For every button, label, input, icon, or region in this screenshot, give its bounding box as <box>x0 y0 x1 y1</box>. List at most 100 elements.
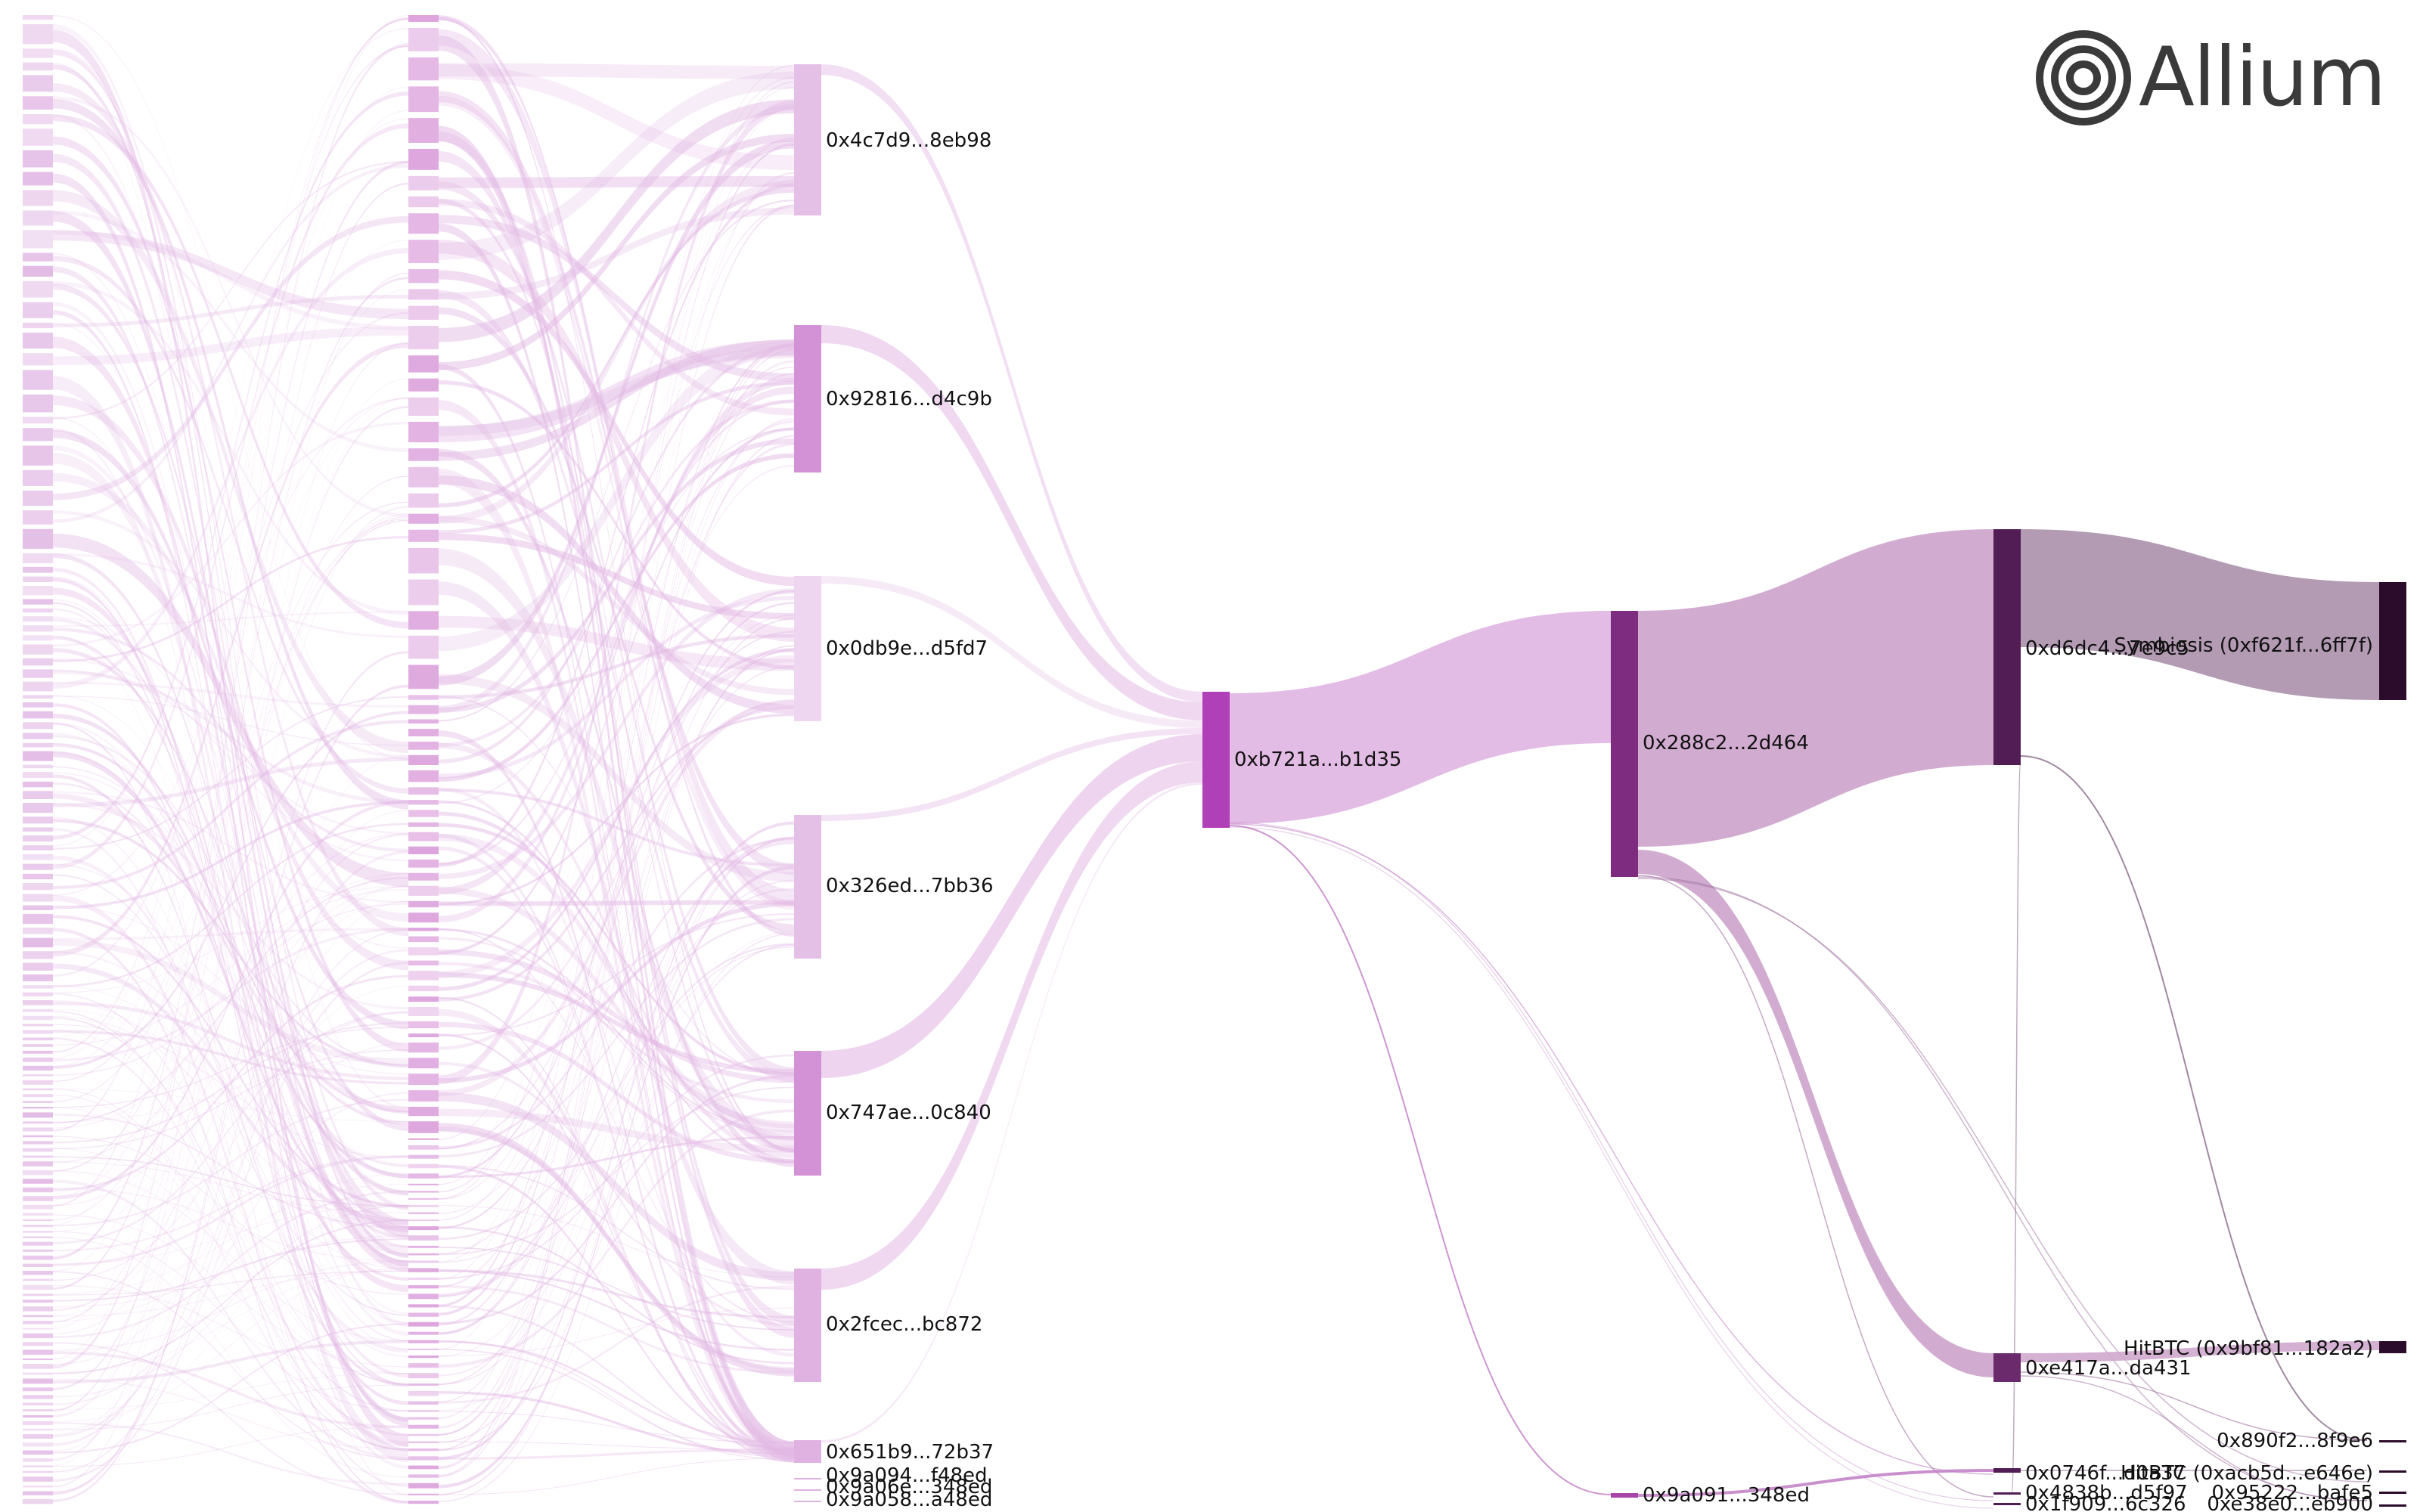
flow-link <box>439 91 794 875</box>
flow-link <box>439 696 794 1078</box>
flow-link <box>439 1458 794 1495</box>
flow-link <box>53 1043 408 1365</box>
source-node <box>408 1154 439 1159</box>
flow-link <box>53 1094 408 1450</box>
flow-link <box>439 665 794 1255</box>
flow-link <box>439 1074 794 1325</box>
source-node <box>23 1294 53 1297</box>
flow-link <box>439 821 794 1461</box>
flow-link <box>439 811 794 1141</box>
source-node <box>23 835 53 842</box>
flow-link <box>53 211 408 1238</box>
source-node <box>23 75 53 92</box>
flow-link <box>53 1342 408 1495</box>
flow-node <box>1611 611 1638 877</box>
flow-link <box>439 150 794 1338</box>
source-node <box>408 1424 439 1429</box>
source-node <box>23 962 53 971</box>
flow-link <box>53 651 408 1502</box>
flow-link <box>53 50 408 1210</box>
flow-link <box>53 277 408 1290</box>
flow-link <box>53 618 408 1179</box>
flow-link <box>53 1156 408 1207</box>
flow-link <box>439 1205 794 1278</box>
node-label: 0x4838b...d5f97 <box>2025 1482 2188 1504</box>
flow-link <box>439 674 794 882</box>
flow-link <box>439 1226 794 1365</box>
flow-link <box>439 339 794 461</box>
source-node <box>23 1080 53 1085</box>
flow-link <box>439 360 794 1429</box>
flow-link <box>439 1269 794 1318</box>
flow-link <box>53 1190 408 1338</box>
flow-link <box>439 344 794 1452</box>
source-node <box>408 859 439 868</box>
source-node <box>23 528 53 549</box>
flow-link <box>53 602 408 1386</box>
source-node <box>23 1270 53 1275</box>
flow-link <box>53 1271 408 1461</box>
source-node <box>408 742 439 750</box>
flow-node <box>2379 1470 2406 1473</box>
flow-link <box>439 205 794 1470</box>
flow-link <box>53 872 408 1129</box>
source-node <box>23 702 53 708</box>
flow-link <box>821 782 1202 1442</box>
flow-link <box>53 82 408 937</box>
source-node <box>408 493 439 508</box>
flow-node <box>794 1489 821 1491</box>
background-links <box>53 15 794 1504</box>
flow-link <box>53 723 408 1504</box>
flow-link <box>439 1086 794 1256</box>
source-node <box>408 1090 439 1102</box>
source-node <box>23 1030 53 1034</box>
flow-link <box>439 104 794 713</box>
flow-link <box>53 855 408 1353</box>
flow-link <box>53 445 408 1196</box>
source-node <box>408 421 439 443</box>
flow-link <box>2020 1375 2368 1501</box>
flow-link <box>53 452 408 1257</box>
flow-link <box>53 1205 408 1398</box>
flow-link <box>439 1285 794 1374</box>
source-node <box>23 1333 53 1339</box>
flow-link <box>439 836 794 1357</box>
flow-link <box>439 400 794 1456</box>
flow-node <box>794 64 821 215</box>
flow-link <box>439 367 794 1221</box>
flow-link <box>439 900 794 906</box>
flow-link <box>53 118 408 1059</box>
flow-link <box>439 435 794 1436</box>
flow-link <box>439 1109 794 1368</box>
flow-link <box>1637 876 2368 1501</box>
flow-link <box>53 1183 408 1295</box>
flow-link <box>53 476 408 1323</box>
flow-link <box>1637 1469 1994 1497</box>
node-label: 0x9a058...a48ed <box>826 1489 992 1511</box>
flow-link <box>439 442 794 1326</box>
source-node <box>23 608 53 613</box>
source-node <box>408 1219 439 1222</box>
node-label: 0x747ae...0c840 <box>826 1101 991 1124</box>
flow-link <box>439 1305 794 1450</box>
source-node <box>23 894 53 902</box>
flow-link <box>53 342 408 957</box>
flow-node <box>794 1440 821 1463</box>
flow-link <box>53 1148 408 1374</box>
source-node <box>23 445 53 466</box>
flow-link <box>439 63 794 79</box>
source-node <box>23 802 53 813</box>
source-node <box>23 1196 53 1201</box>
source-node <box>23 658 53 666</box>
node-label: 0x9a06e...348ed <box>826 1476 992 1498</box>
flow-node <box>2379 1492 2406 1494</box>
flow-link <box>439 364 794 1458</box>
source-node <box>23 1187 53 1193</box>
flow-link <box>821 64 1202 702</box>
flow-link <box>53 553 408 639</box>
source-node <box>23 1179 53 1184</box>
source-node <box>408 547 439 574</box>
flow-link <box>53 48 408 1110</box>
flow-link <box>439 700 794 1050</box>
